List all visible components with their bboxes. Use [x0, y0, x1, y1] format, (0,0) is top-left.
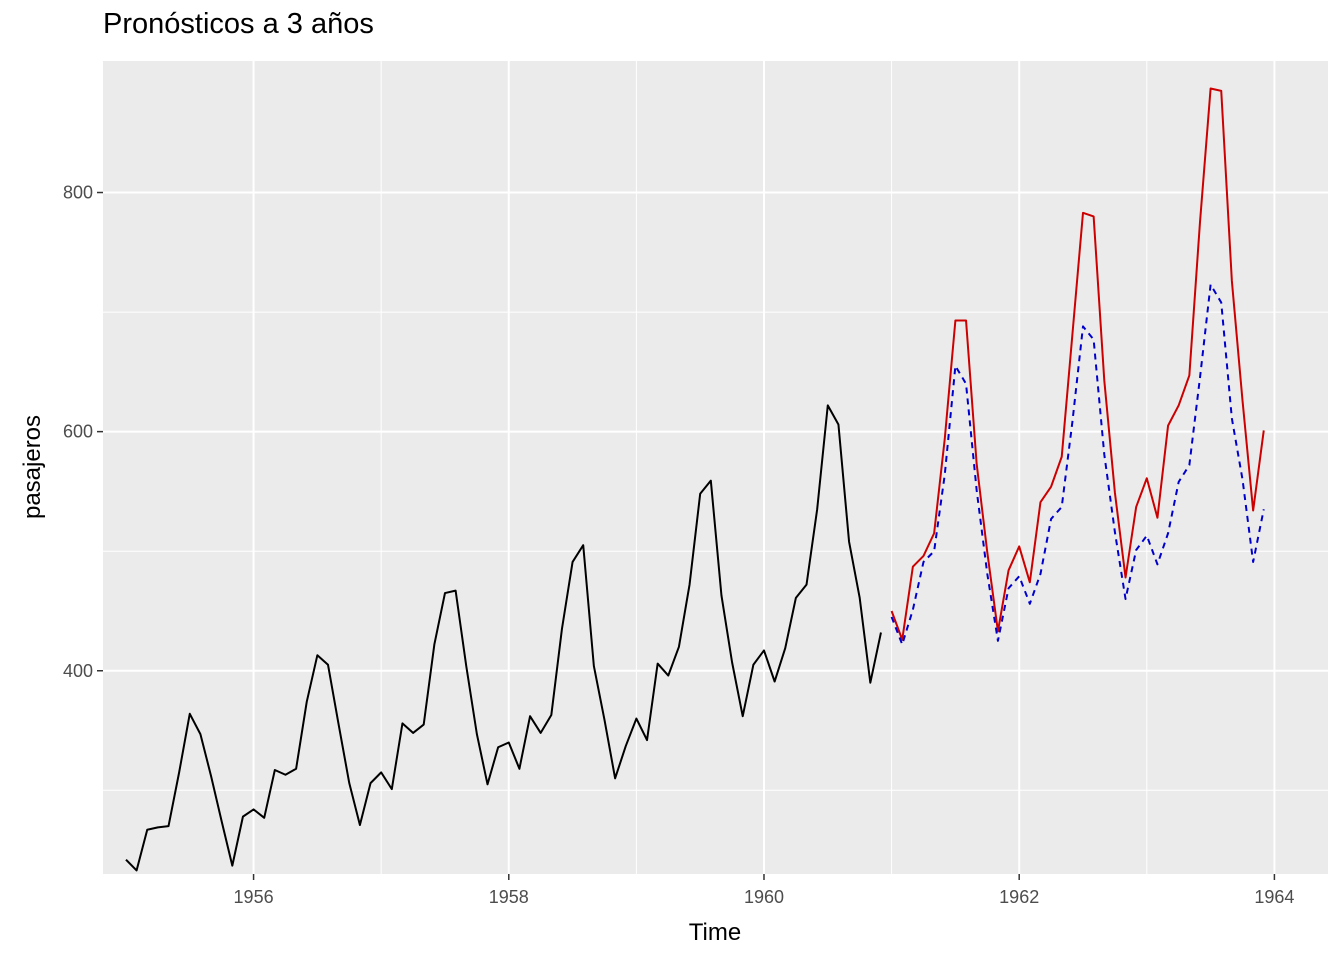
series-line-3 [890, 283, 1265, 646]
series-line-2 [890, 87, 1265, 641]
series-layer [125, 87, 1265, 872]
minor-gridlines [103, 61, 1328, 874]
y-tick-label: 400 [63, 661, 93, 681]
x-tick-label: 1962 [999, 887, 1039, 907]
series-line-1 [125, 404, 882, 872]
chart-title: Pronósticos a 3 años [103, 8, 374, 40]
x-tick-label: 1958 [489, 887, 529, 907]
y-axis: 400 600 800 [63, 183, 103, 681]
x-axis: 1956 1958 1960 1962 1964 [234, 874, 1294, 907]
x-axis-title: Time [689, 919, 741, 946]
x-tick-label: 1956 [234, 887, 274, 907]
x-tick-label: 1964 [1254, 887, 1294, 907]
x-tick-label: 1960 [744, 887, 784, 907]
y-tick-label: 800 [63, 183, 93, 203]
y-tick-label: 600 [63, 422, 93, 442]
plot-panel [103, 61, 1328, 874]
y-axis-title: pasajeros [19, 415, 46, 519]
major-gridlines [103, 61, 1328, 874]
